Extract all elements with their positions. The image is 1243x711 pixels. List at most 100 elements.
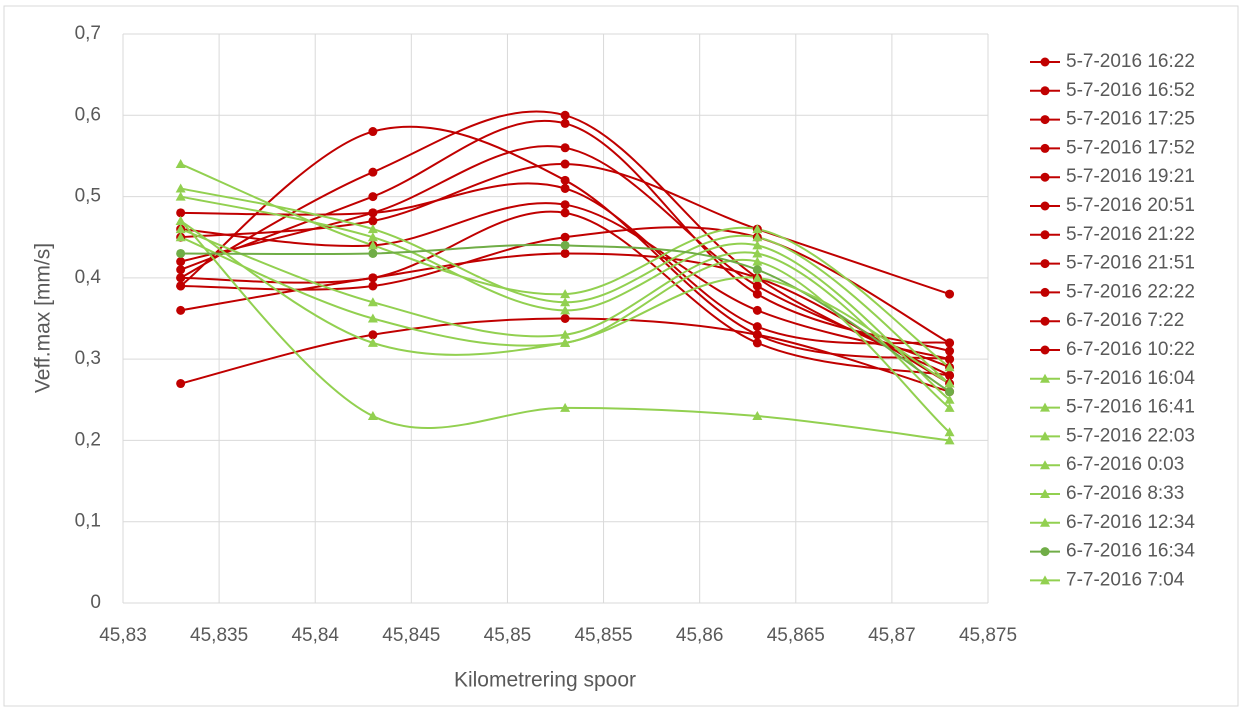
y-tick-label: 0,5: [75, 186, 101, 207]
legend-label: 6-7-2016 10:22: [1066, 339, 1195, 360]
data-point: [367, 224, 378, 234]
x-tick-label: 45,87: [868, 625, 916, 646]
data-point: [560, 118, 570, 128]
legend-label: 5-7-2016 22:03: [1066, 425, 1195, 446]
data-point: [560, 297, 571, 307]
legend-marker: [1040, 172, 1050, 182]
data-point: [367, 297, 378, 307]
data-point: [176, 281, 186, 291]
legend-marker: [1040, 316, 1050, 326]
data-point: [945, 370, 955, 380]
data-point: [944, 394, 955, 404]
data-point: [944, 402, 955, 412]
data-point: [175, 191, 186, 201]
legend-label: 6-7-2016 8:33: [1066, 483, 1184, 504]
data-point: [367, 411, 378, 421]
legend-marker: [1040, 143, 1050, 153]
legend-label: 5-7-2016 22:22: [1066, 281, 1195, 302]
x-tick-label: 45,85: [484, 625, 532, 646]
data-point: [560, 240, 570, 250]
data-point: [368, 330, 378, 340]
data-point: [367, 313, 378, 323]
series-line: [180, 243, 951, 393]
x-axis-title: Kilometrering spoor: [454, 669, 636, 692]
data-point: [560, 232, 570, 242]
legend-marker: [1040, 460, 1050, 470]
data-point: [560, 305, 571, 315]
legend-label: 5-7-2016 20:51: [1066, 195, 1195, 216]
legend-label: 5-7-2016 19:21: [1066, 166, 1195, 187]
data-point: [560, 200, 570, 210]
data-point: [368, 281, 378, 291]
data-point: [176, 208, 186, 218]
data-point: [560, 248, 570, 258]
data-point: [368, 192, 378, 202]
data-point: [560, 208, 570, 218]
legend-marker: [1040, 373, 1050, 383]
series-line: [180, 228, 951, 409]
data-point: [367, 337, 378, 347]
data-point: [175, 159, 186, 169]
legend-label: 6-7-2016 7:22: [1066, 310, 1184, 331]
legend-marker: [1040, 86, 1050, 96]
legend-marker: [1040, 201, 1050, 211]
legend-label: 7-7-2016 7:04: [1066, 569, 1185, 590]
data-point: [752, 281, 762, 291]
data-point: [752, 330, 762, 340]
y-tick-label: 0: [90, 592, 101, 613]
data-point: [368, 167, 378, 177]
data-point: [752, 240, 763, 250]
legend-label: 6-7-2016 12:34: [1066, 512, 1195, 533]
y-tick-label: 0,1: [75, 511, 101, 532]
legend-label: 5-7-2016 21:51: [1066, 253, 1195, 274]
data-point: [560, 175, 570, 185]
data-point: [945, 387, 955, 397]
legend-label: 5-7-2016 17:52: [1066, 137, 1195, 158]
y-tick-label: 0,2: [75, 429, 101, 450]
legend-marker: [1040, 57, 1050, 67]
data-point: [368, 216, 378, 226]
data-point: [560, 110, 570, 120]
data-point: [752, 338, 762, 348]
x-tick-label: 45,86: [676, 625, 724, 646]
data-point: [175, 224, 186, 234]
x-tick-label: 45,835: [190, 625, 248, 646]
legend-label: 5-7-2016 16:41: [1066, 397, 1195, 418]
y-tick-label: 0,6: [75, 104, 101, 125]
data-point: [752, 322, 762, 332]
data-point: [945, 354, 955, 364]
data-point: [560, 402, 571, 412]
data-point: [945, 289, 955, 299]
legend-marker: [1040, 517, 1050, 527]
series-line: [179, 220, 950, 442]
x-tick-label: 45,875: [959, 625, 1017, 646]
legend-marker: [1040, 489, 1050, 498]
data-point: [176, 305, 186, 315]
legend-label: 6-7-2016 16:34: [1066, 541, 1195, 562]
data-point: [176, 257, 186, 267]
data-point: [175, 215, 186, 225]
data-point: [944, 378, 955, 388]
y-axis-title: Veff.max [mm/s]: [32, 243, 55, 393]
data-point: [560, 159, 570, 169]
legend-label: 5-7-2016 21:22: [1066, 224, 1195, 245]
x-tick-label: 45,83: [99, 625, 147, 646]
data-point: [944, 435, 955, 445]
data-point: [560, 143, 570, 153]
data-point: [560, 289, 571, 299]
legend-marker: [1040, 115, 1050, 125]
data-point: [368, 273, 378, 283]
y-tick-label: 0,4: [75, 267, 102, 288]
data-point: [752, 256, 763, 266]
legend-label: 5-7-2016 16:22: [1066, 51, 1195, 72]
legend-marker: [1040, 230, 1050, 240]
data-point: [560, 329, 571, 339]
data-point: [944, 362, 955, 372]
data-point: [560, 183, 570, 193]
data-point: [752, 248, 763, 258]
data-point: [368, 208, 378, 218]
legend-label: 6-7-2016 0:03: [1066, 454, 1184, 475]
data-point: [560, 314, 570, 323]
x-tick-label: 45,855: [574, 625, 632, 646]
